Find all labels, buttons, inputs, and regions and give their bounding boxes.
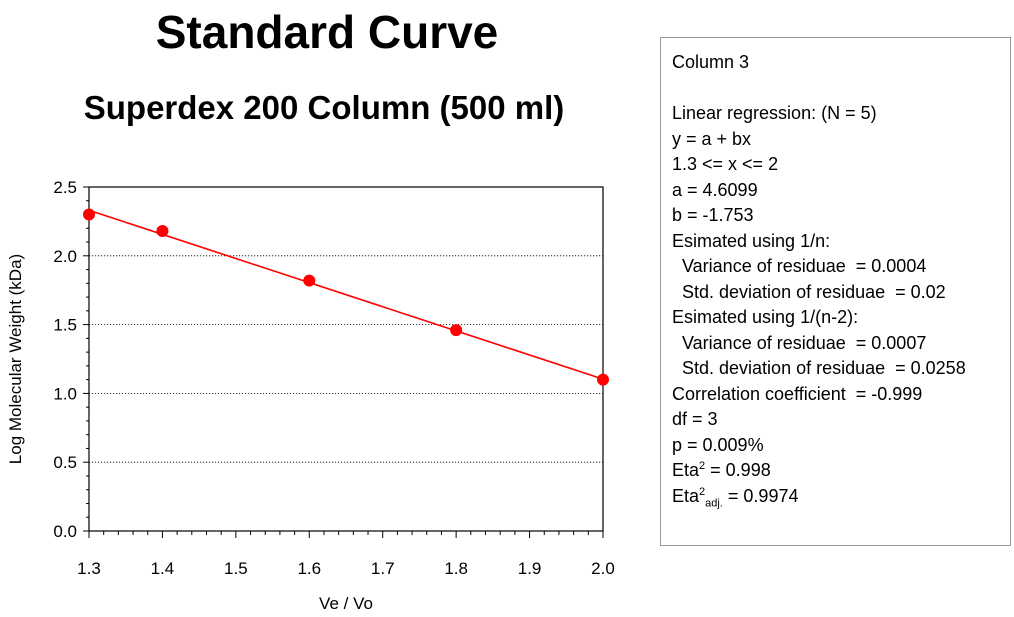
x-tick-label-0: 1.3: [77, 559, 101, 578]
x-tick-label-7: 2.0: [591, 559, 615, 578]
correlation-coefficient: Correlation coefficient = -0.999: [672, 383, 923, 404]
chart-title: Standard Curve: [155, 6, 499, 58]
eta-squared: Eta2 = 0.998: [672, 458, 1010, 484]
regression-line: [88, 209, 604, 380]
x-axis-label: Ve / Vo: [319, 594, 373, 613]
variance-n2: Variance of residuae = 0.0007: [672, 332, 927, 353]
eta-sup: 2: [699, 460, 706, 472]
eta-adj-base: Eta: [672, 485, 700, 506]
x-tick-label-6: 1.9: [518, 559, 542, 578]
y-tick-label-3: 1.5: [53, 316, 77, 335]
standard-curve-chart: 0.0 0.5 1.0 1.5 2.0 2.5 1.3 1.4 1.5 1.6 1.7 1.8 1.9 2…: [6, 178, 615, 613]
p-value: p = 0.009%: [672, 434, 764, 455]
x-tick-label-3: 1.6: [297, 559, 321, 578]
y-tick-label-2: 1.0: [53, 384, 77, 403]
y-tick-label-1: 0.5: [53, 453, 77, 472]
stats-spacer: [672, 76, 1010, 102]
regression-label: Linear regression: (N = 5): [672, 103, 877, 123]
x-tick-label-5: 1.8: [444, 559, 468, 578]
x-tick-label-4: 1.7: [371, 559, 395, 578]
y-tick-label-0: 0.0: [53, 522, 77, 541]
x-tick-label-2: 1.5: [224, 559, 248, 578]
column-label: Column 3: [672, 52, 750, 72]
data-point-0: [83, 208, 95, 221]
eta-base: Eta: [672, 460, 700, 480]
slope-value: b = -1.753: [672, 205, 754, 225]
estimate-n2-label: Esimated using 1/(n-2):: [672, 307, 859, 327]
variance-n: Variance of residuae = 0.0004: [672, 256, 927, 276]
stddev-n: Std. deviation of residuae = 0.02: [672, 281, 946, 302]
eta-adj-sub: adj.: [705, 497, 723, 510]
y-tick-label-4: 2.0: [53, 247, 77, 266]
eta-adj-value: = 0.9974: [722, 485, 799, 506]
data-point-2: [303, 274, 316, 287]
data-point-4: [597, 373, 609, 386]
eta-value: = 0.998: [705, 460, 771, 480]
regression-stats-panel: Column 3 Linear regression: (N = 5) y = …: [660, 37, 1011, 546]
y-axis-label: Log Molecular Weight (kDa): [6, 254, 25, 464]
y-tick-label-5: 2.5: [53, 178, 77, 197]
estimate-n-label: Esimated using 1/n:: [672, 230, 831, 251]
regression-equation: y = a + bx: [672, 128, 752, 149]
eta-squared-adjusted: Eta2adj. = 0.9974: [672, 484, 1010, 510]
data-point-3: [450, 324, 463, 337]
intercept-value: a = 4.6099: [672, 179, 758, 200]
stddev-n2: Std. deviation of residuae = 0.0258: [672, 358, 966, 378]
degrees-of-freedom: df = 3: [672, 409, 718, 429]
x-tick-label-1: 1.4: [151, 559, 175, 578]
chart-subtitle: Superdex 200 Column (500 ml): [83, 89, 565, 126]
regression-range: 1.3 <= x <= 2: [672, 154, 779, 174]
data-point-1: [156, 225, 169, 238]
eta-adj-sup: 2: [699, 485, 706, 498]
plot-frame: [88, 186, 604, 532]
